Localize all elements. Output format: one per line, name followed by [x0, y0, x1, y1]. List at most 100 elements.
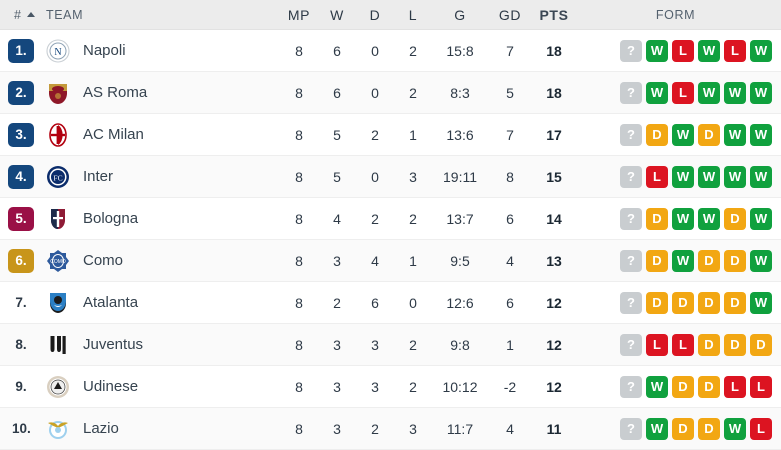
form-badge-unknown[interactable]: ?	[620, 291, 642, 314]
form-badge-l[interactable]: L	[672, 81, 694, 104]
header-pts[interactable]: PTS	[539, 6, 569, 23]
form-badge-unknown[interactable]: ?	[620, 333, 642, 356]
form-badge-d[interactable]: D	[750, 333, 772, 356]
form-badge-unknown[interactable]: ?	[620, 417, 642, 440]
table-row[interactable]: 8. Juventus 8 3 3 2 9:8 1 12? L L D D D	[0, 324, 781, 366]
form-badge-d[interactable]: D	[698, 333, 720, 356]
team-name[interactable]: AS Roma	[83, 84, 148, 101]
header-g[interactable]: G	[454, 6, 466, 23]
team-cell[interactable]: FC Inter	[46, 165, 280, 189]
form-badge-w[interactable]: W	[698, 207, 720, 230]
team-cell[interactable]: Udinese	[46, 375, 280, 399]
form-badge-w[interactable]: W	[646, 375, 668, 398]
form-badge-unknown[interactable]: ?	[620, 39, 642, 62]
form-badge-w[interactable]: W	[750, 123, 772, 146]
form-badge-w[interactable]: W	[672, 123, 694, 146]
form-badge-d[interactable]: D	[698, 123, 720, 146]
team-name[interactable]: Lazio	[83, 420, 119, 437]
form-badge-d[interactable]: D	[724, 207, 746, 230]
form-badge-w[interactable]: W	[750, 207, 772, 230]
team-cell[interactable]: Lazio	[46, 417, 280, 441]
form-badge-w[interactable]: W	[724, 417, 746, 440]
form-badge-d[interactable]: D	[698, 291, 720, 314]
form-badge-w[interactable]: W	[646, 81, 668, 104]
header-team[interactable]: TEAM	[46, 7, 84, 22]
form-badge-unknown[interactable]: ?	[620, 375, 642, 398]
table-row[interactable]: 2. AS Roma 8 6 0 2 8:3 5 18? W L W W W	[0, 72, 781, 114]
form-badge-w[interactable]: W	[646, 39, 668, 62]
form-badge-d[interactable]: D	[724, 333, 746, 356]
table-row[interactable]: 4. FC Inter 8 5 0 3 19:11 8 15? L W W W W	[0, 156, 781, 198]
form-badge-w[interactable]: W	[698, 81, 720, 104]
form-badge-d[interactable]: D	[672, 291, 694, 314]
team-name[interactable]: Atalanta	[83, 294, 139, 311]
sort-ascending-icon[interactable]	[26, 12, 35, 17]
form-badge-d[interactable]: D	[646, 123, 668, 146]
form-badge-unknown[interactable]: ?	[620, 207, 642, 230]
form-badge-w[interactable]: W	[672, 207, 694, 230]
form-badge-w[interactable]: W	[698, 39, 720, 62]
team-name[interactable]: Juventus	[83, 336, 144, 353]
team-cell[interactable]: Juventus	[46, 333, 280, 357]
header-w[interactable]: W	[330, 6, 344, 23]
form-badge-l[interactable]: L	[750, 375, 772, 398]
team-cell[interactable]: AS Roma	[46, 81, 280, 105]
table-row[interactable]: 10. Lazio 8 3 2 3 11:7 4 11? W D D W L	[0, 408, 781, 450]
form-badge-d[interactable]: D	[672, 375, 694, 398]
team-name[interactable]: Bologna	[83, 210, 139, 227]
table-row[interactable]: 3. AC Milan 8 5 2 1 13:6 7 17? D W D W W	[0, 114, 781, 156]
form-badge-w[interactable]: W	[672, 165, 694, 188]
header-d[interactable]: D	[369, 6, 381, 23]
form-badge-unknown[interactable]: ?	[620, 81, 642, 104]
form-badge-w[interactable]: W	[698, 165, 720, 188]
form-badge-l[interactable]: L	[646, 165, 668, 188]
team-name[interactable]: Napoli	[83, 42, 126, 59]
form-badge-unknown[interactable]: ?	[620, 249, 642, 272]
form-badge-d[interactable]: D	[698, 249, 720, 272]
form-badge-l[interactable]: L	[724, 39, 746, 62]
form-badge-unknown[interactable]: ?	[620, 123, 642, 146]
form-badge-w[interactable]: W	[672, 249, 694, 272]
form-badge-w[interactable]: W	[646, 417, 668, 440]
form-badge-d[interactable]: D	[724, 291, 746, 314]
table-row[interactable]: 5. Bologna 8 4 2 2 13:7 6 14? D W W D W	[0, 198, 781, 240]
form-badge-w[interactable]: W	[750, 81, 772, 104]
form-badge-l[interactable]: L	[672, 333, 694, 356]
team-cell[interactable]: Atalanta	[46, 291, 280, 315]
form-badge-l[interactable]: L	[750, 417, 772, 440]
team-cell[interactable]: N Napoli	[46, 38, 280, 63]
form-badge-w[interactable]: W	[724, 165, 746, 188]
form-badge-l[interactable]: L	[672, 39, 694, 62]
form-badge-w[interactable]: W	[750, 165, 772, 188]
form-badge-w[interactable]: W	[724, 123, 746, 146]
team-cell[interactable]: AC Milan	[46, 122, 280, 147]
table-row[interactable]: 7. Atalanta 8 2 6 0 12:6 6 12? D D D D W	[0, 282, 781, 324]
form-badge-d[interactable]: D	[646, 249, 668, 272]
team-cell[interactable]: Bologna	[46, 207, 280, 231]
form-badge-w[interactable]: W	[750, 249, 772, 272]
team-name[interactable]: AC Milan	[83, 126, 144, 143]
form-badge-l[interactable]: L	[724, 375, 746, 398]
form-badge-l[interactable]: L	[646, 333, 668, 356]
form-badge-w[interactable]: W	[750, 39, 772, 62]
team-name[interactable]: Inter	[83, 168, 114, 185]
team-name[interactable]: Udinese	[83, 378, 139, 395]
header-l[interactable]: L	[408, 6, 418, 23]
form-badge-d[interactable]: D	[646, 291, 668, 314]
form-badge-d[interactable]: D	[672, 417, 694, 440]
form-badge-d[interactable]: D	[646, 207, 668, 230]
header-rank[interactable]: #	[0, 8, 46, 22]
form-badge-d[interactable]: D	[698, 417, 720, 440]
team-name[interactable]: Como	[83, 252, 124, 269]
table-row[interactable]: 1. N Napoli 8 6 0 2 15:8 7 18? W L W L W	[0, 30, 781, 72]
header-gd[interactable]: GD	[498, 6, 522, 23]
form-badge-w[interactable]: W	[724, 81, 746, 104]
form-badge-d[interactable]: D	[698, 375, 720, 398]
form-badge-w[interactable]: W	[750, 291, 772, 314]
table-row[interactable]: 9. Udinese 8 3 3 2 10:12 -2 12? W D D L L	[0, 366, 781, 408]
form-badge-unknown[interactable]: ?	[620, 165, 642, 188]
header-mp[interactable]: MP	[287, 6, 311, 23]
team-cell[interactable]: COMO Como	[46, 249, 280, 273]
table-row[interactable]: 6. COMO Como 8 3 4 1 9:5 4 13? D W D D W	[0, 240, 781, 282]
form-badge-d[interactable]: D	[724, 249, 746, 272]
